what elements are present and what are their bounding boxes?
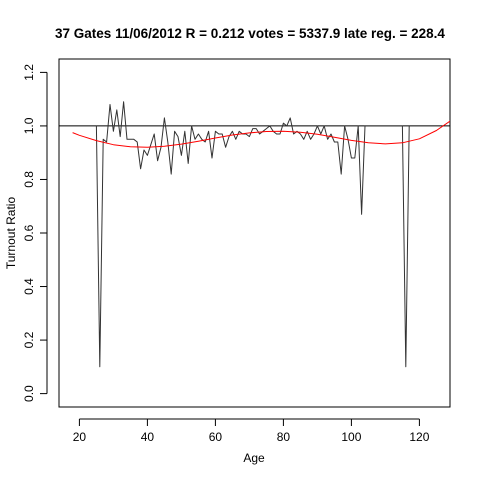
y-axis: 0.0 0.2 0.4 0.6 0.8 1.0 1.2 bbox=[22, 64, 48, 402]
y-tick-label: 0.6 bbox=[22, 224, 36, 241]
y-tick-label: 0.4 bbox=[22, 278, 36, 295]
y-tick-label: 1.2 bbox=[22, 64, 36, 81]
plot-layer bbox=[59, 101, 450, 368]
fitted-curve-series bbox=[72, 120, 450, 148]
turnout-ratio-series bbox=[95, 101, 410, 368]
chart-title: 37 Gates 11/06/2012 R = 0.212 votes = 53… bbox=[55, 26, 445, 41]
x-tick-label: 60 bbox=[209, 430, 223, 444]
plot-frame bbox=[58, 58, 451, 408]
y-tick-label: 0.2 bbox=[22, 331, 36, 348]
x-tick-label: 40 bbox=[141, 430, 155, 444]
y-axis-label: Turnout Ratio bbox=[4, 197, 18, 270]
y-tick-label: 0.0 bbox=[22, 385, 36, 402]
x-tick-label: 20 bbox=[73, 430, 87, 444]
x-tick-label: 100 bbox=[341, 430, 361, 444]
x-tick-label: 120 bbox=[409, 430, 429, 444]
plot-area bbox=[59, 101, 450, 368]
y-tick-label: 1.0 bbox=[22, 117, 36, 134]
x-tick-label: 80 bbox=[277, 430, 291, 444]
x-axis-label: Age bbox=[243, 451, 265, 465]
y-tick-label: 0.8 bbox=[22, 171, 36, 188]
x-axis: 20 40 60 80 100 120 bbox=[73, 418, 430, 444]
